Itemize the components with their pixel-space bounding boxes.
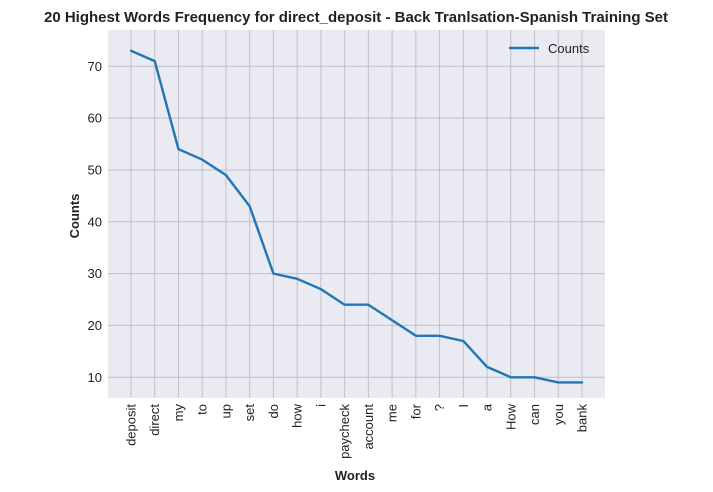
x-tick-label: direct: [147, 404, 162, 436]
y-tick-label: 60: [88, 111, 102, 126]
legend-label: Counts: [548, 41, 590, 56]
x-tick-label: i: [313, 404, 328, 407]
x-tick-label: I: [456, 404, 471, 408]
x-tick-label: how: [290, 403, 305, 427]
x-tick-label: a: [480, 403, 495, 411]
x-tick-label: you: [551, 404, 566, 425]
grid-lines: [108, 30, 605, 398]
x-tick-label: paycheck: [337, 404, 352, 459]
y-tick-label: 70: [88, 59, 102, 74]
x-tick-label: How: [503, 403, 518, 430]
y-tick-label: 10: [88, 370, 102, 385]
x-tick-label: set: [242, 404, 257, 422]
x-tick-label: my: [171, 404, 186, 422]
y-tick-label: 30: [88, 266, 102, 281]
x-tick-label: for: [408, 403, 423, 419]
x-axis-label: Words: [335, 468, 375, 483]
y-tick-label: 50: [88, 162, 102, 177]
chart-title: 20 Highest Words Frequency for direct_de…: [44, 9, 668, 26]
x-tick-label: to: [195, 404, 210, 415]
x-tick-label: can: [527, 404, 542, 425]
legend: Counts: [509, 41, 590, 56]
y-tick-label: 20: [88, 318, 102, 333]
y-tick-label: 40: [88, 214, 102, 229]
y-axis-label: Counts: [67, 194, 82, 239]
x-tick-label: bank: [575, 404, 590, 433]
x-axis-ticks: deposit direct my to up set do how i paycheck acco…: [124, 403, 590, 459]
x-tick-label: deposit: [124, 404, 139, 446]
x-tick-label: do: [266, 404, 281, 418]
y-axis-ticks: 10 20 30 40 50 60 70: [88, 59, 102, 385]
series-line-0: [129, 49, 584, 384]
series-layer: [129, 49, 584, 384]
plot-area: [108, 30, 605, 398]
x-tick-label: up: [218, 404, 233, 418]
x-tick-label: me: [385, 404, 400, 422]
x-tick-label: ?: [432, 404, 447, 411]
x-tick-label: account: [361, 404, 376, 450]
